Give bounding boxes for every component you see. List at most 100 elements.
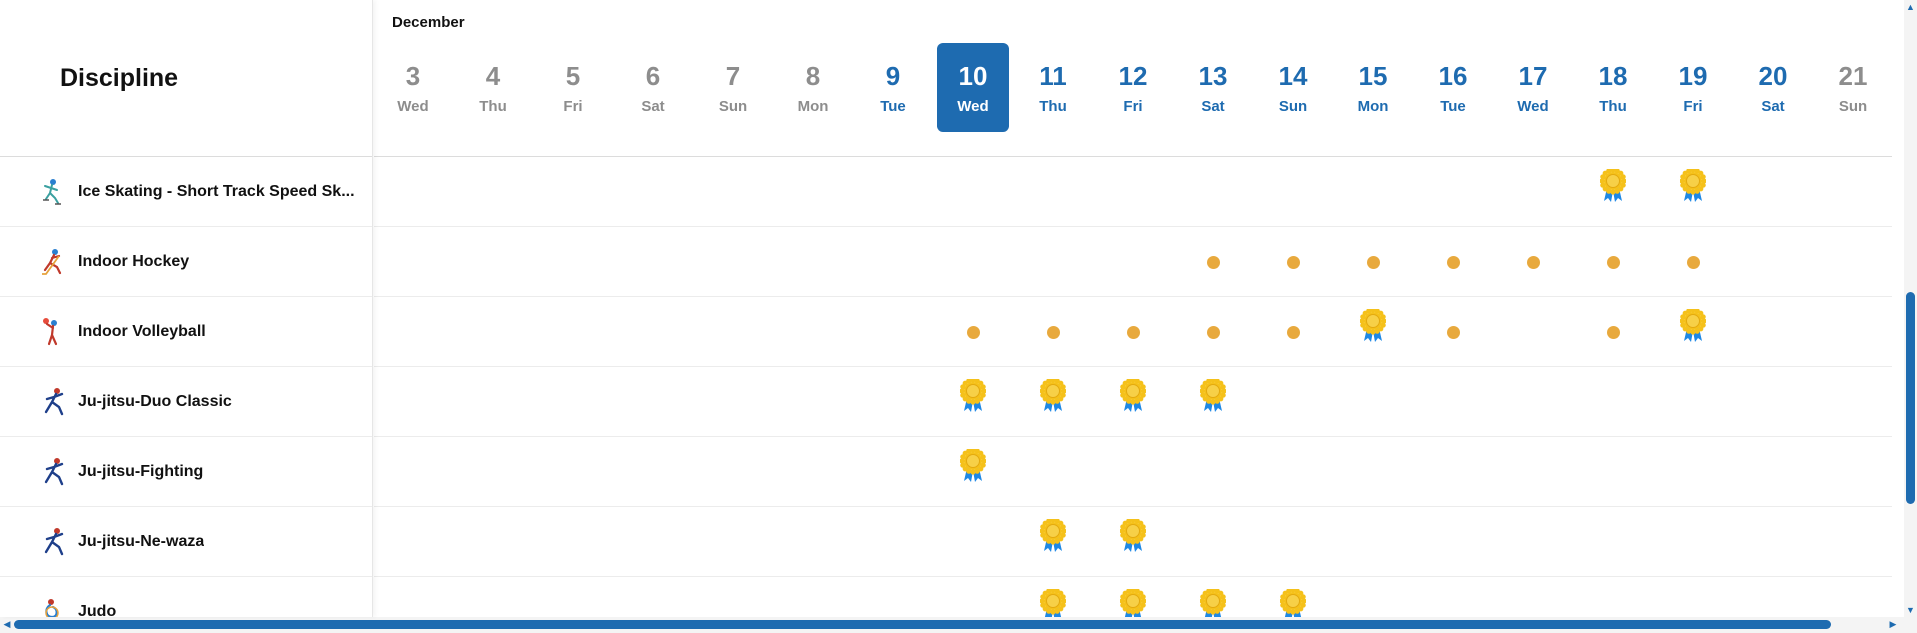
medal-icon[interactable] xyxy=(960,449,986,483)
day-13[interactable]: 13 Sat xyxy=(1177,43,1249,132)
medal-icon[interactable] xyxy=(1120,519,1146,553)
event-dot[interactable] xyxy=(1527,256,1540,269)
day-14[interactable]: 14 Sun xyxy=(1257,43,1329,132)
schedule-row xyxy=(374,507,1892,577)
day-number: 3 xyxy=(405,61,421,91)
day-20[interactable]: 20 Sat xyxy=(1737,43,1809,132)
day-weekday: Wed xyxy=(397,98,429,115)
judo-icon xyxy=(45,598,59,617)
event-dot[interactable] xyxy=(1367,256,1380,269)
medal-icon[interactable] xyxy=(1200,589,1226,617)
day-number: 13 xyxy=(1198,61,1228,91)
event-dot[interactable] xyxy=(1207,326,1220,339)
event-dot[interactable] xyxy=(1287,326,1300,339)
day-10[interactable]: 10 Wed xyxy=(937,43,1009,132)
day-8[interactable]: 8 Mon xyxy=(777,43,849,132)
day-7[interactable]: 7 Sun xyxy=(697,43,769,132)
day-weekday: Wed xyxy=(957,98,989,115)
date-header: December 3 Wed 4 Thu 5 Fri 6 Sat 7 Sun 8 Mon 9 Tue 10 W… xyxy=(374,0,1892,157)
day-weekday: Sun xyxy=(718,98,748,115)
schedule-grid: December 3 Wed 4 Thu 5 Fri 6 Sat 7 Sun 8 Mon 9 Tue 10 W… xyxy=(374,0,1892,617)
day-weekday: Sat xyxy=(641,98,665,115)
schedule-row xyxy=(374,157,1892,227)
day-number: 21 xyxy=(1838,61,1868,91)
horizontal-scrollbar[interactable]: ◀ ▶ xyxy=(0,617,1917,633)
discipline-row[interactable]: Ju-jitsu-Fighting xyxy=(0,437,372,507)
discipline-row[interactable]: Indoor Volleyball xyxy=(0,297,372,367)
day-weekday: Sat xyxy=(1761,98,1785,115)
medal-icon[interactable] xyxy=(960,379,986,413)
event-dot[interactable] xyxy=(1687,256,1700,269)
day-number: 17 xyxy=(1518,61,1548,91)
day-weekday: Thu xyxy=(1599,98,1627,115)
day-6[interactable]: 6 Sat xyxy=(617,43,689,132)
day-21[interactable]: 21 Sun xyxy=(1817,43,1889,132)
event-dot[interactable] xyxy=(1047,326,1060,339)
medal-icon[interactable] xyxy=(1280,589,1306,617)
medal-icon[interactable] xyxy=(1680,309,1706,343)
medal-icon[interactable] xyxy=(1200,379,1226,413)
day-weekday: Sun xyxy=(1278,98,1308,115)
day-number: 14 xyxy=(1278,61,1308,91)
scroll-left-icon[interactable]: ◀ xyxy=(3,619,11,629)
discipline-column: Discipline Ice Skating - Short Track Spe… xyxy=(0,0,373,617)
discipline-row[interactable]: Ice Skating - Short Track Speed Sk... xyxy=(0,157,372,227)
event-dot[interactable] xyxy=(967,326,980,339)
discipline-list: Ice Skating - Short Track Speed Sk... Ind… xyxy=(0,157,372,617)
discipline-row[interactable]: Ju-jitsu-Ne-waza xyxy=(0,507,372,577)
day-18[interactable]: 18 Thu xyxy=(1577,43,1649,132)
day-weekday: Sat xyxy=(1201,98,1225,115)
schedule-rows xyxy=(374,157,1892,617)
event-dot[interactable] xyxy=(1447,256,1460,269)
day-16[interactable]: 16 Tue xyxy=(1417,43,1489,132)
event-dot[interactable] xyxy=(1207,256,1220,269)
day-3[interactable]: 3 Wed xyxy=(377,43,449,132)
scroll-up-icon[interactable]: ▲ xyxy=(1906,2,1915,12)
hockey-icon xyxy=(42,248,62,275)
day-number: 19 xyxy=(1678,61,1708,91)
day-15[interactable]: 15 Mon xyxy=(1337,43,1409,132)
day-weekday: Tue xyxy=(1440,98,1466,115)
day-number: 5 xyxy=(565,61,581,91)
event-dot[interactable] xyxy=(1287,256,1300,269)
event-dot[interactable] xyxy=(1447,326,1460,339)
day-17[interactable]: 17 Wed xyxy=(1497,43,1569,132)
schedule-row xyxy=(374,227,1892,297)
volleyball-icon xyxy=(43,317,58,345)
scroll-right-icon[interactable]: ▶ xyxy=(1889,619,1897,629)
day-number: 15 xyxy=(1358,61,1388,91)
day-9[interactable]: 9 Tue xyxy=(857,43,929,132)
event-dot[interactable] xyxy=(1127,326,1140,339)
medal-icon[interactable] xyxy=(1040,589,1066,617)
vertical-scrollbar[interactable]: ▲ ▼ xyxy=(1904,0,1917,617)
scroll-down-icon[interactable]: ▼ xyxy=(1906,605,1915,615)
medal-icon[interactable] xyxy=(1040,379,1066,413)
medal-icon[interactable] xyxy=(1360,309,1386,343)
event-dot[interactable] xyxy=(1607,326,1620,339)
day-weekday: Thu xyxy=(479,98,507,115)
medal-icon[interactable] xyxy=(1120,589,1146,617)
ju-jitsu-icon xyxy=(44,457,64,485)
day-12[interactable]: 12 Fri xyxy=(1097,43,1169,132)
day-4[interactable]: 4 Thu xyxy=(457,43,529,132)
discipline-row[interactable]: Judo xyxy=(0,577,372,617)
medal-icon[interactable] xyxy=(1680,169,1706,203)
day-number: 8 xyxy=(805,61,821,91)
day-5[interactable]: 5 Fri xyxy=(537,43,609,132)
day-11[interactable]: 11 Thu xyxy=(1017,43,1089,132)
month-label: December xyxy=(392,14,465,31)
discipline-name: Ju-jitsu-Fighting xyxy=(78,462,204,480)
day-number: 16 xyxy=(1438,61,1468,91)
discipline-row[interactable]: Indoor Hockey xyxy=(0,227,372,297)
day-weekday: Wed xyxy=(1517,98,1549,115)
medal-icon[interactable] xyxy=(1600,169,1626,203)
event-dot[interactable] xyxy=(1607,256,1620,269)
discipline-name: Ice Skating - Short Track Speed Sk... xyxy=(78,182,355,200)
day-19[interactable]: 19 Fri xyxy=(1657,43,1729,132)
discipline-row[interactable]: Ju-jitsu-Duo Classic xyxy=(0,367,372,437)
discipline-name: Ju-jitsu-Duo Classic xyxy=(78,392,232,410)
medal-icon[interactable] xyxy=(1120,379,1146,413)
horizontal-scroll-thumb[interactable] xyxy=(14,620,1831,629)
vertical-scroll-thumb[interactable] xyxy=(1906,292,1915,504)
medal-icon[interactable] xyxy=(1040,519,1066,553)
